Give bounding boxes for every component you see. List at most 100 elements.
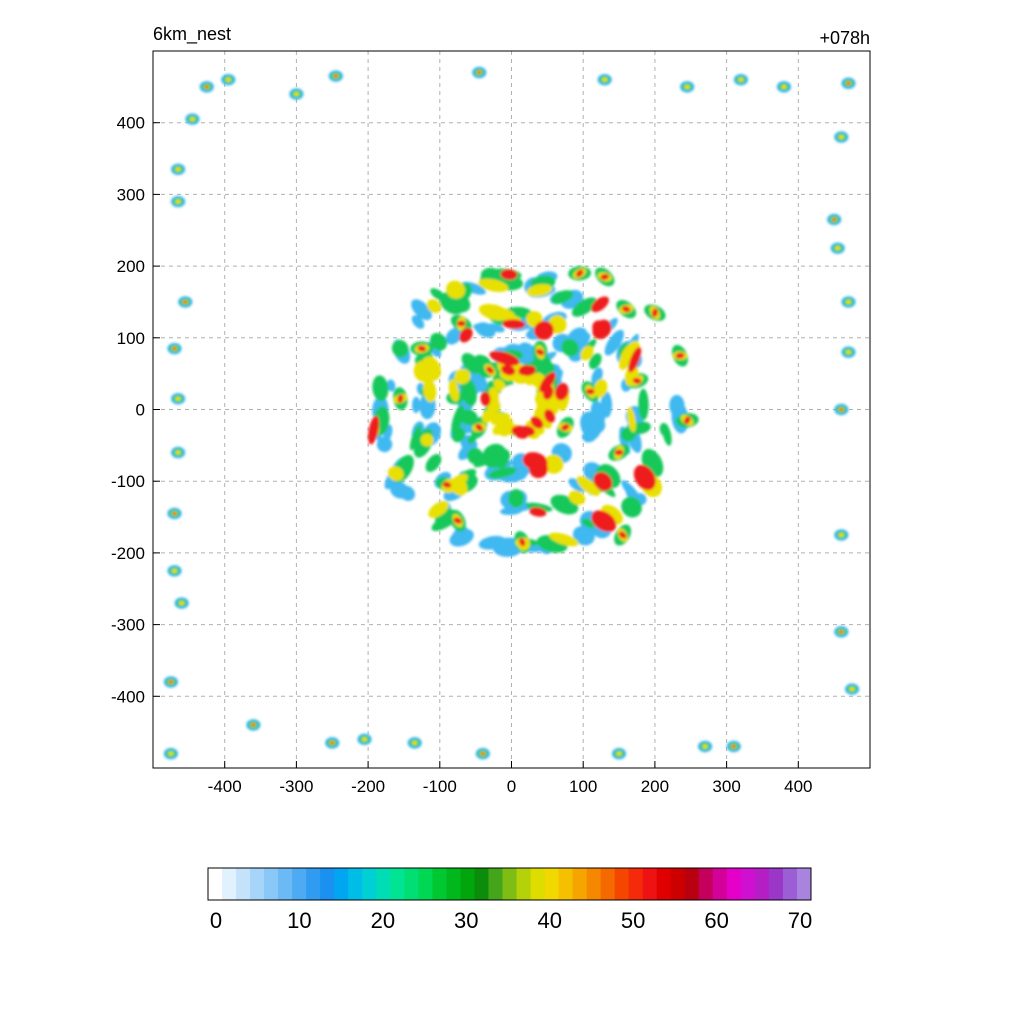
- y-tick-label: 100: [117, 329, 145, 348]
- echo-cell: [473, 323, 489, 335]
- reflectivity-field: [163, 66, 860, 760]
- echo-cell: [586, 417, 606, 435]
- echo-cell: [614, 449, 624, 456]
- echo-cell: [675, 352, 685, 359]
- echo-cell: [429, 332, 447, 351]
- echo-cell: [172, 347, 177, 350]
- echo-cell: [459, 327, 473, 343]
- echo-cell: [426, 299, 442, 314]
- colorbar-swatch: [656, 868, 672, 900]
- echo-cell: [500, 507, 523, 515]
- echo-cell: [445, 327, 463, 345]
- echo-cell: [175, 396, 181, 401]
- colorbar-tick-label: 50: [621, 908, 645, 933]
- echo-cell: [530, 416, 544, 429]
- x-tick-label: 300: [712, 777, 740, 796]
- colorbar-swatch: [712, 868, 728, 900]
- echo-cell: [500, 269, 518, 280]
- echo-cell: [448, 379, 460, 402]
- echo-cell: [183, 300, 188, 304]
- colorbar-swatch: [404, 868, 419, 900]
- echo-cell: [845, 349, 852, 355]
- echo-cell: [838, 532, 845, 538]
- echo-cell: [391, 339, 409, 358]
- colorbar-tick-label: 40: [537, 908, 561, 933]
- echo-cell: [525, 373, 539, 386]
- echo-cell: [459, 409, 478, 426]
- echo-cell: [536, 397, 547, 412]
- echo-cell: [480, 391, 491, 407]
- echo-cell: [376, 436, 393, 453]
- echo-cell: [175, 167, 181, 172]
- colorbar-swatch: [446, 868, 461, 900]
- echo-cell: [581, 518, 595, 529]
- x-tick-label: 0: [507, 777, 516, 796]
- echo-cell: [561, 338, 579, 357]
- colorbar-swatch: [754, 868, 770, 900]
- colorbar-swatch: [292, 868, 307, 900]
- echo-cell: [478, 278, 509, 293]
- colorbar-swatch: [208, 868, 223, 900]
- colorbar-swatch: [670, 868, 686, 900]
- colorbar-swatch: [278, 868, 293, 900]
- colorbar-swatch: [628, 868, 644, 900]
- colorbar-swatch: [320, 868, 335, 900]
- echo-cell: [508, 489, 525, 508]
- echo-cell: [475, 423, 483, 432]
- echo-cell: [638, 388, 649, 421]
- echo-cell: [622, 306, 631, 313]
- colorbar-swatch: [530, 868, 546, 900]
- y-tick-label: -200: [111, 544, 145, 563]
- colorbar-tick-label: 0: [210, 908, 222, 933]
- colorbar-swatch: [502, 868, 518, 900]
- echo-cell: [571, 297, 597, 317]
- colorbar-swatch: [488, 868, 503, 900]
- colorbar-swatch: [222, 868, 237, 900]
- colorbar: 0 10 20 30 40 50 60 70: [207, 867, 812, 933]
- echo-cell: [330, 741, 335, 745]
- echo-cell: [544, 454, 564, 474]
- colorbar-swatch: [418, 868, 433, 900]
- colorbar-swatch: [334, 868, 349, 900]
- colorbar-swatch: [250, 868, 265, 900]
- echo-cell: [489, 350, 520, 366]
- echo-cell: [502, 319, 526, 329]
- colorbar-swatch: [642, 868, 658, 900]
- echo-cell: [849, 686, 855, 692]
- echo-cell: [453, 517, 462, 524]
- echo-cell: [592, 320, 610, 337]
- echo-cell: [368, 415, 380, 445]
- echo-cell: [482, 409, 493, 424]
- echo-cell: [551, 290, 574, 304]
- colorbar-swatch: [726, 868, 742, 900]
- echo-cell: [428, 500, 449, 518]
- echo-cell: [781, 84, 787, 90]
- echo-cell: [411, 315, 425, 329]
- echo-cell: [461, 353, 481, 374]
- echo-cell: [501, 364, 516, 376]
- echo-cell: [454, 368, 471, 385]
- echo-cell: [651, 308, 658, 317]
- echo-cell: [189, 116, 196, 122]
- echo-cell: [412, 396, 421, 414]
- echo-cell: [430, 288, 446, 301]
- y-tick-label: 0: [136, 401, 145, 420]
- echo-cell: [684, 416, 691, 425]
- echo-cell: [539, 372, 556, 393]
- echo-cell: [386, 379, 396, 392]
- echo-cell: [458, 440, 478, 461]
- echo-cell: [171, 568, 178, 573]
- colorbar-swatch: [600, 868, 616, 900]
- echo-cell: [591, 510, 617, 533]
- echo-cell: [594, 379, 608, 398]
- colorbar-swatch: [768, 868, 784, 900]
- colorbar-swatch: [782, 868, 798, 900]
- echo-cell: [481, 752, 485, 756]
- echo-cell: [568, 478, 587, 493]
- echo-cell: [600, 274, 609, 280]
- echo-cell: [659, 422, 670, 437]
- colorbar-tick-label: 70: [788, 908, 812, 933]
- echo-cell: [627, 406, 636, 433]
- colorbar-swatch: [474, 868, 489, 900]
